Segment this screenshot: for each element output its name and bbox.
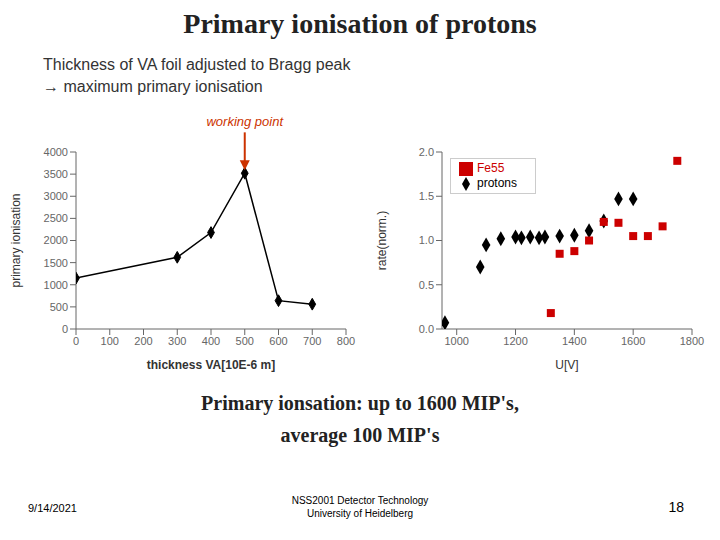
html-text:NSS2001 Detector Technology Un: NSS2001 Detector Technology University o… [291, 495, 429, 519]
svg-text:working point: working point [206, 114, 284, 129]
svg-text:1800: 1800 [680, 335, 704, 347]
svg-text:primary ionisation: primary ionisation [9, 193, 23, 287]
svg-text:600: 600 [269, 335, 287, 347]
html-text:18: 18 [668, 499, 684, 515]
svg-text:thickness VA[10E-6 m]: thickness VA[10E-6 m] [147, 358, 276, 372]
html-text:average 100 MIP's: average 100 MIP's [280, 424, 440, 446]
svg-text:300: 300 [168, 335, 186, 347]
svg-text:rate(norm.): rate(norm.) [375, 211, 389, 270]
svg-text:1400: 1400 [562, 335, 586, 347]
svg-text:4000: 4000 [44, 146, 68, 158]
html-text:Thickness of VA foil adjusted: Thickness of VA foil adjusted to Bragg p… [43, 56, 351, 73]
svg-text:0: 0 [73, 335, 79, 347]
svg-text:3500: 3500 [44, 168, 68, 180]
svg-text:1500: 1500 [44, 257, 68, 269]
svg-text:1000: 1000 [444, 335, 468, 347]
svg-text:1600: 1600 [621, 335, 645, 347]
svg-text:0: 0 [62, 323, 68, 335]
svg-text:1200: 1200 [503, 335, 527, 347]
svg-text:1.5: 1.5 [419, 190, 434, 202]
svg-text:2500: 2500 [44, 212, 68, 224]
html-text:9/14/2021: 9/14/2021 [28, 502, 77, 514]
svg-text:0.0: 0.0 [419, 323, 434, 335]
svg-text:400: 400 [202, 335, 220, 347]
html-text:protons: protons [477, 175, 517, 190]
html-text:Primary ionsation: up to 1600: Primary ionsation: up to 1600 MIP's, [201, 392, 519, 414]
html-text:Primary ionisation of protons: Primary ionisation of protons [183, 8, 537, 39]
html-text:Fe55: Fe55 [477, 161, 505, 175]
svg-text:500: 500 [236, 335, 254, 347]
svg-text:1000: 1000 [44, 279, 68, 291]
svg-text:2.0: 2.0 [419, 146, 434, 158]
svg-text:1.0: 1.0 [419, 234, 434, 246]
svg-text:500: 500 [50, 301, 68, 313]
svg-text:2000: 2000 [44, 234, 68, 246]
svg-text:3000: 3000 [44, 190, 68, 202]
svg-text:U[V]: U[V] [555, 358, 578, 372]
svg-text:100: 100 [101, 335, 119, 347]
svg-text:200: 200 [134, 335, 152, 347]
svg-text:700: 700 [303, 335, 321, 347]
svg-text:800: 800 [337, 335, 355, 347]
svg-text:0.5: 0.5 [419, 279, 434, 291]
html-text:→ maximum primary ionisation: → maximum primary ionisation [43, 78, 263, 95]
